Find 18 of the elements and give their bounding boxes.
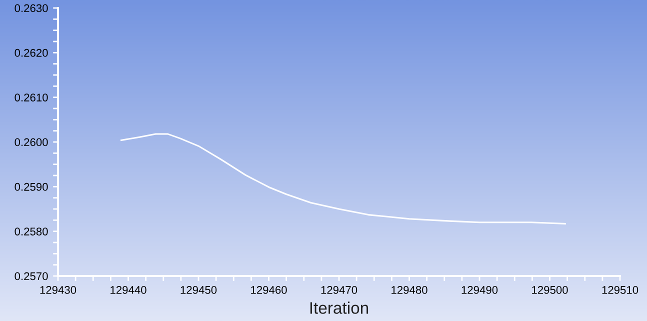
x-tick-label: 129480	[392, 286, 428, 294]
line-series	[120, 133, 566, 225]
x-tick-label: 129460	[251, 286, 287, 294]
y-tick-label: 0.2600	[14, 138, 48, 146]
x-tick-label: 129510	[602, 286, 638, 294]
x-tick-label: 129450	[180, 286, 217, 294]
x-tick-label: 129470	[321, 286, 358, 294]
y-tick-label: 0.2610	[14, 94, 48, 102]
x-tick-label: 129490	[462, 286, 498, 294]
y-tick-label: 0.2590	[14, 182, 48, 191]
y-tick-label: 0.2620	[14, 48, 48, 57]
x-axis-title: Iteration	[310, 302, 368, 314]
y-tick-label: 0.2580	[14, 228, 48, 236]
y-tick-label: 0.2570	[14, 272, 48, 280]
x-tick-label: 129500	[532, 286, 568, 294]
x-tick-label: 129440	[110, 286, 146, 294]
y-tick-label: 0.2630	[14, 4, 48, 12]
x-tick-label: 129430	[40, 286, 76, 294]
